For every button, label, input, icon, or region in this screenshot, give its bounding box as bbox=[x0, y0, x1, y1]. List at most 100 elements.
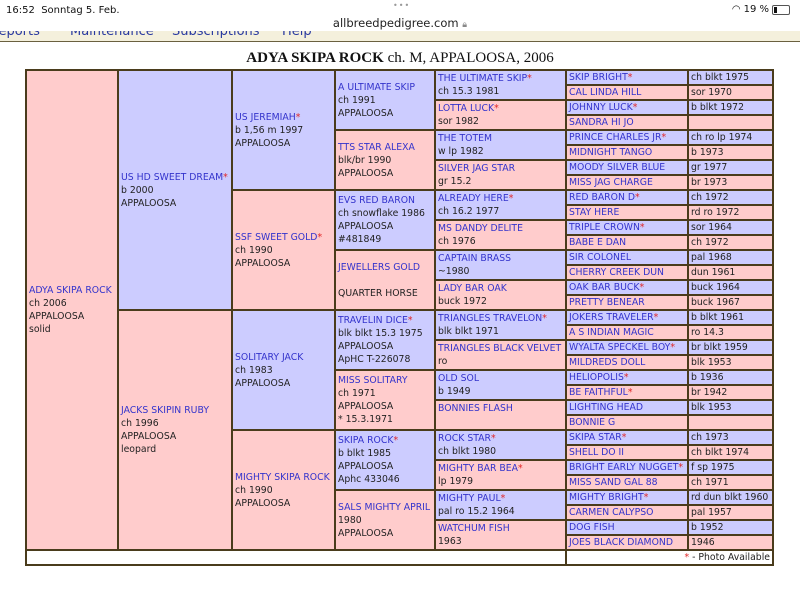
horse-name-link[interactable]: LOTTA LUCK bbox=[438, 103, 495, 114]
horse-name-link[interactable]: MIGHTY SKIPA ROCK bbox=[235, 471, 330, 483]
photo-star-icon[interactable]: * bbox=[623, 372, 629, 383]
horse-name-link[interactable]: TRAVELIN DICE bbox=[338, 315, 408, 326]
horse-details: buck 1964 bbox=[687, 279, 774, 296]
horse-name-link[interactable]: MISS JAG CHARGE bbox=[569, 177, 653, 188]
photo-star-icon[interactable]: * bbox=[518, 463, 523, 474]
horse-name-link[interactable]: CHERRY CREEK DUN bbox=[569, 267, 664, 278]
photo-star-icon[interactable]: * bbox=[678, 462, 684, 473]
horse-name-link[interactable]: US JEREMIAH bbox=[235, 111, 296, 123]
horse-name-link[interactable]: US HD SWEET DREAM bbox=[121, 171, 224, 183]
photo-star-icon[interactable]: * bbox=[632, 102, 638, 113]
horse-name-link[interactable]: CAPTAIN BRASS bbox=[438, 253, 512, 264]
horse-details: ro bbox=[438, 356, 448, 367]
horse-name-link[interactable]: SILVER JAG STAR bbox=[438, 163, 516, 174]
nav-reports[interactable]: Reports bbox=[0, 31, 40, 39]
horse-name-link[interactable]: BONNIE G bbox=[569, 417, 616, 428]
horse-name-link[interactable]: MIGHTY BRIGHT bbox=[569, 492, 644, 503]
photo-star-icon[interactable]: * bbox=[653, 312, 659, 323]
horse-name-link[interactable]: TTS STAR ALEXA bbox=[338, 141, 415, 153]
horse-name-link[interactable]: MIGHTY PAUL bbox=[438, 493, 501, 504]
photo-star-icon[interactable]: * bbox=[661, 132, 667, 143]
horse-name-link[interactable]: MISS SOLITARY bbox=[338, 375, 408, 386]
horse-name-link[interactable]: MOODY SILVER BLUE bbox=[569, 162, 666, 173]
horse-name-link[interactable]: OLD SOL bbox=[438, 373, 480, 384]
photo-star-icon[interactable]: * bbox=[491, 433, 496, 444]
horse-name-link[interactable]: DOG FISH bbox=[569, 522, 615, 533]
horse-name-link[interactable]: ALREADY HERE bbox=[438, 193, 509, 204]
photo-star-icon[interactable]: * bbox=[635, 192, 640, 203]
horse-name-link[interactable]: MS DANDY DELITE bbox=[438, 223, 523, 234]
horse-name-link[interactable]: TRIANGLES BLACK VELVET bbox=[438, 343, 562, 354]
horse-name-link[interactable]: CAL LINDA HILL bbox=[569, 87, 642, 98]
horse-name-link[interactable]: RED BARON D bbox=[569, 192, 636, 203]
horse-name-link[interactable]: SKIP BRIGHT bbox=[569, 72, 628, 83]
nav-subscriptions[interactable]: Subscriptions bbox=[172, 31, 260, 39]
horse-name-link[interactable]: MISS SAND GAL 88 bbox=[569, 477, 658, 488]
photo-star-icon[interactable]: * bbox=[627, 387, 633, 398]
horse-name-link[interactable]: WYALTA SPECKEL BOY bbox=[569, 342, 671, 353]
photo-star-icon[interactable]: * bbox=[223, 171, 228, 183]
horse-name-link[interactable]: TRIANGLES TRAVELON bbox=[438, 313, 543, 324]
horse-name-link[interactable]: ROCK STAR bbox=[438, 433, 491, 444]
horse-name-link[interactable]: JACKS SKIPIN RUBY bbox=[121, 405, 210, 416]
photo-star-icon[interactable]: * bbox=[317, 231, 323, 243]
photo-star-icon[interactable]: * bbox=[542, 313, 547, 324]
photo-star-icon[interactable]: * bbox=[621, 432, 627, 443]
horse-name-link[interactable]: SIR COLONEL bbox=[569, 252, 632, 263]
horse-name-link[interactable]: JOKERS TRAVELER bbox=[569, 312, 654, 323]
address-bar[interactable]: allbreedpedigree.com 🔒︎ bbox=[332, 16, 468, 30]
horse-name-link[interactable]: BABE E DAN bbox=[569, 237, 627, 248]
horse-name-link[interactable]: TRIPLE CROWN bbox=[569, 222, 640, 233]
photo-star-icon[interactable]: * bbox=[527, 73, 532, 84]
horse-name-link[interactable]: SSF SWEET GOLD bbox=[235, 231, 318, 243]
horse-details: APPALOOSA bbox=[338, 107, 394, 119]
horse-name-link[interactable]: EVS RED BARON bbox=[338, 195, 416, 206]
photo-star-icon[interactable]: * bbox=[670, 342, 676, 353]
horse-name-link[interactable]: PRINCE CHARLES JR bbox=[569, 132, 662, 143]
horse-name-link[interactable]: WATCHUM FISH bbox=[438, 523, 510, 534]
photo-star-icon[interactable]: * bbox=[393, 435, 399, 446]
photo-star-icon[interactable]: * bbox=[407, 315, 413, 326]
photo-star-icon[interactable]: * bbox=[639, 222, 645, 233]
nav-help[interactable]: Help bbox=[282, 31, 312, 39]
horse-name-link[interactable]: JEWELLERS GOLD bbox=[338, 261, 421, 273]
horse-name-link[interactable]: HELIOPOLIS bbox=[569, 372, 624, 383]
horse-name-link[interactable]: CARMEN CALYPSO bbox=[569, 507, 654, 518]
photo-star-icon[interactable]: * bbox=[494, 103, 499, 114]
horse-details: blk blkt 1971 bbox=[438, 326, 499, 337]
horse-name-link[interactable]: LADY BAR OAK bbox=[438, 283, 507, 294]
horse-name-link[interactable]: LIGHTING HEAD bbox=[569, 402, 644, 413]
horse-name-link[interactable]: MIGHTY BAR BEA bbox=[438, 463, 519, 474]
horse-name-link[interactable]: SOLITARY JACK bbox=[235, 351, 304, 363]
horse-name-link[interactable]: THE TOTEM bbox=[438, 133, 493, 144]
horse-name-link[interactable]: MIDNIGHT TANGO bbox=[569, 147, 653, 158]
horse-name-link[interactable]: JOHNNY LUCK bbox=[569, 102, 633, 113]
photo-star-icon[interactable]: * bbox=[639, 282, 645, 293]
horse-name-link[interactable]: SKIPA STAR bbox=[569, 432, 622, 443]
nav-maintenance[interactable]: Maintenance bbox=[70, 31, 154, 39]
horse-name-link[interactable]: BRIGHT EARLY NUGGET bbox=[569, 462, 679, 473]
horse-name-link[interactable]: ADYA SKIPA ROCK bbox=[29, 285, 112, 296]
horse-name-link[interactable]: BONNIES FLASH bbox=[438, 403, 513, 414]
photo-star-icon[interactable]: * bbox=[627, 72, 633, 83]
photo-star-icon[interactable]: * bbox=[295, 111, 301, 123]
horse-name-link[interactable]: MILDREDS DOLL bbox=[569, 357, 646, 368]
horse-details: pal 1968 bbox=[687, 249, 774, 266]
photo-star-icon[interactable]: * bbox=[643, 492, 649, 503]
horse-name-link[interactable]: THE ULTIMATE SKIP bbox=[438, 73, 528, 84]
horse-name-link[interactable]: SHELL DO II bbox=[569, 447, 624, 458]
horse-name-link[interactable]: SALS MIGHTY APRIL bbox=[338, 501, 431, 513]
photo-star-icon[interactable]: * bbox=[500, 493, 506, 504]
horse-name-link[interactable]: A S INDIAN MAGIC bbox=[569, 327, 654, 338]
more-dots-icon[interactable]: ••• bbox=[393, 1, 411, 10]
horse-name-link[interactable]: PRETTY BENEAR bbox=[569, 297, 645, 308]
horse-name-link[interactable]: OAK BAR BUCK bbox=[569, 282, 640, 293]
horse-name-link[interactable]: SKIPA ROCK bbox=[338, 435, 394, 446]
horse-cell-gen3: SOLITARY JACK ch 1983 APPALOOSA bbox=[231, 309, 336, 431]
horse-name-link[interactable]: STAY HERE bbox=[569, 207, 620, 218]
horse-name-link[interactable]: BE FAITHFUL bbox=[569, 387, 628, 398]
horse-name-link[interactable]: A ULTIMATE SKIP bbox=[338, 81, 415, 93]
horse-name-link[interactable]: JOES BLACK DIAMOND bbox=[569, 537, 674, 548]
photo-star-icon[interactable]: * bbox=[508, 193, 514, 204]
horse-name-link[interactable]: SANDRA HI JO bbox=[569, 117, 634, 128]
